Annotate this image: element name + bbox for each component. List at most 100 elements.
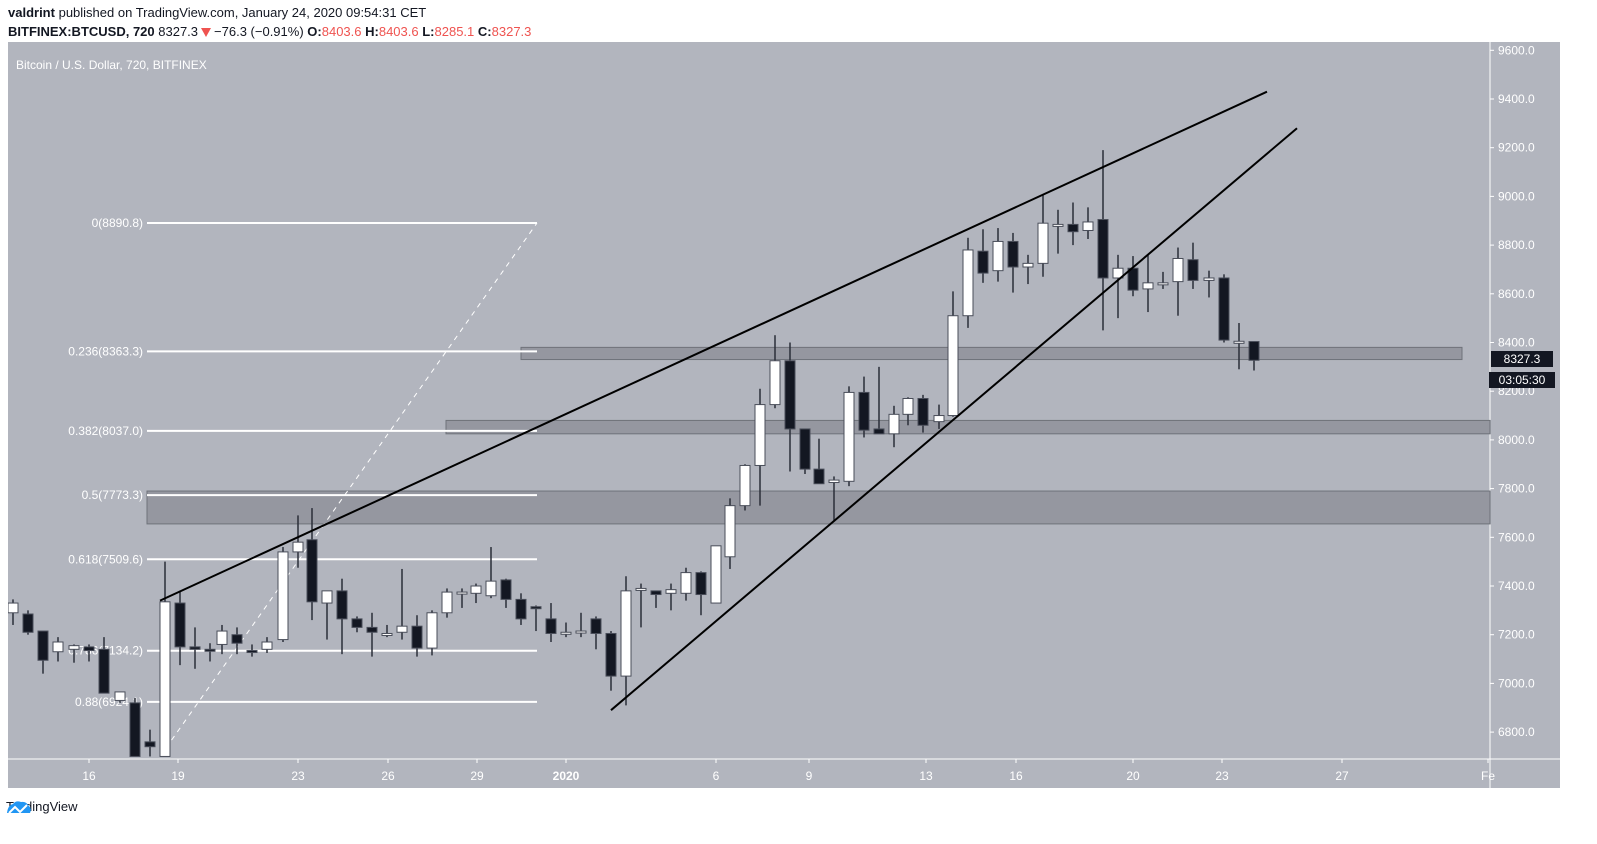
bear-candle: [977, 250, 989, 274]
bull-candle: [739, 464, 751, 507]
bear-candle: [515, 598, 527, 620]
bull-candle: [754, 404, 766, 466]
bull-candle: [216, 630, 228, 645]
bear-candle: [858, 391, 870, 431]
bear-candle: [174, 602, 186, 648]
price-tick-label: 7000.0: [1498, 676, 1535, 690]
price-tick-label: 9000.0: [1498, 189, 1535, 203]
close-label: C:: [477, 24, 492, 39]
price-tick-label: 8600.0: [1498, 287, 1535, 301]
open-label: O:: [307, 24, 322, 39]
bull-candle: [665, 589, 677, 594]
tradingview-logo-icon: [7, 801, 31, 814]
bear-candle: [189, 646, 201, 650]
fib-level-label: 0.88(6924.1): [75, 695, 143, 709]
fib-level-label: 0(8890.8): [92, 216, 143, 230]
bull-candle: [1142, 282, 1154, 290]
bull-candle: [1203, 277, 1215, 281]
support-zone: [445, 419, 1491, 435]
bull-candle: [560, 631, 572, 635]
bear-candle: [129, 702, 141, 757]
bear-candle: [605, 632, 617, 677]
countdown-tag: 03:05:30: [1489, 372, 1555, 388]
time-tick-label: 26: [381, 769, 395, 783]
bear-candle: [411, 625, 423, 649]
bull-candle: [396, 625, 408, 633]
author-name[interactable]: valdrint: [8, 5, 55, 20]
fib-level-label: 0.236(8363.3): [68, 344, 143, 358]
fib-trend-dashed: [159, 222, 538, 757]
symbol-label: BITFINEX:BTCUSD, 720: [8, 24, 155, 39]
time-tick-label: 6: [713, 769, 720, 783]
price-change: −76.3 (−0.91%): [214, 24, 304, 39]
bull-candle: [1052, 223, 1064, 227]
bull-candle: [1022, 262, 1034, 268]
time-tick-label: 9: [806, 769, 813, 783]
bull-candle: [1112, 267, 1124, 279]
bear-candle: [306, 539, 318, 603]
bull-candle: [1082, 221, 1094, 231]
bull-candle: [292, 541, 304, 553]
bear-candle: [813, 468, 825, 485]
fib-level-label: 0.5(7773.3): [82, 488, 143, 502]
bear-candle: [1218, 277, 1230, 341]
time-tick-label: 27: [1335, 769, 1349, 783]
price-tick-label: 9600.0: [1498, 43, 1535, 57]
bull-candle: [902, 398, 914, 415]
bear-candle: [1248, 341, 1260, 361]
bull-candle: [261, 641, 273, 650]
price-tick-label: 7200.0: [1498, 628, 1535, 642]
bull-candle: [1233, 340, 1245, 344]
time-tick-label: 2020: [553, 769, 580, 783]
open-value: 8403.6: [321, 24, 362, 39]
time-tick-label: 23: [291, 769, 305, 783]
time-tick-label: 13: [919, 769, 933, 783]
candlestick-chart[interactable]: 6800.0 7000.0 7200.0 7400.0 7600.0 7800.0 8000…: [8, 42, 1560, 788]
bull-candle: [992, 240, 1004, 272]
chart-legend: Bitcoin / U.S. Dollar, 720, BITFINEX: [16, 58, 207, 72]
price-tick-label: 8000.0: [1498, 433, 1535, 447]
bear-candle: [1097, 219, 1109, 279]
bull-candle: [575, 630, 587, 634]
bull-candle: [933, 415, 945, 423]
footer-brand[interactable]: TradingView: [6, 799, 78, 814]
price-tick-label: 8800.0: [1498, 238, 1535, 252]
bull-candle: [470, 585, 482, 594]
bull-candle: [68, 645, 80, 650]
bull-candle: [769, 360, 781, 406]
close-value: 8327.3: [491, 24, 532, 39]
time-tick-label: Fe: [1481, 769, 1495, 783]
bear-candle: [530, 606, 542, 610]
bull-candle: [724, 505, 736, 558]
bull-candle: [441, 591, 453, 614]
time-tick-label: 16: [1009, 769, 1023, 783]
bear-candle: [1007, 240, 1019, 268]
bull-candle: [8, 602, 19, 614]
down-arrow-icon: [201, 28, 212, 38]
bear-candle: [144, 741, 156, 748]
high-label: H:: [365, 24, 379, 39]
published-text: published on TradingView.com, January 24…: [58, 5, 427, 20]
last-price: 8327.3: [158, 24, 199, 39]
bull-candle: [710, 545, 722, 604]
time-tick-label: 20: [1126, 769, 1140, 783]
bear-candle: [366, 626, 378, 633]
bull-candle: [843, 391, 855, 482]
bear-candle: [1187, 259, 1199, 281]
bear-candle: [83, 646, 95, 652]
support-zone: [520, 346, 1463, 361]
price-tick-label: 9400.0: [1498, 92, 1535, 106]
bear-candle: [917, 398, 929, 426]
time-tick-label: 19: [171, 769, 185, 783]
bull-candle: [485, 580, 497, 597]
bull-candle: [277, 551, 289, 641]
bear-candle: [695, 572, 707, 596]
time-tick-label: 23: [1215, 769, 1229, 783]
bear-candle: [246, 650, 258, 654]
time-tick-label: 29: [470, 769, 484, 783]
bull-candle: [456, 591, 468, 595]
bull-candle: [321, 590, 333, 604]
bull-candle: [888, 413, 900, 435]
fib-level-label: 0.618(7509.6): [68, 552, 143, 566]
chart-area[interactable]: 6800.0 7000.0 7200.0 7400.0 7600.0 7800.0 8000…: [8, 42, 1560, 788]
